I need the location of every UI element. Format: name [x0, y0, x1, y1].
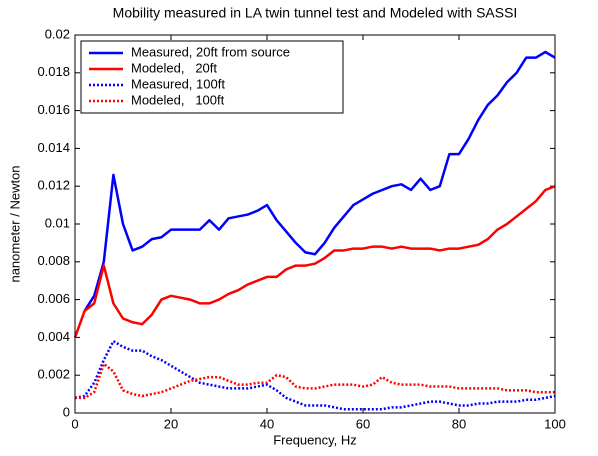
- x-tick-label: 100: [544, 416, 566, 431]
- axes-frame: [74, 34, 556, 414]
- legend-box: [80, 40, 344, 114]
- y-tick-label: 0.02: [45, 26, 70, 41]
- y-tick-label: 0.01: [45, 215, 70, 230]
- y-tick-label: 0.012: [37, 178, 70, 193]
- y-axis-label: nanometer / Newton: [7, 165, 22, 282]
- legend-label: Modeled, 20ft: [131, 60, 217, 75]
- x-tick-label: 0: [71, 416, 78, 431]
- chart-title: Mobility measured in LA twin tunnel test…: [113, 5, 518, 21]
- y-tick-label: 0.014: [37, 140, 70, 155]
- y-tick-label: 0.008: [37, 253, 70, 268]
- legend-label: Measured, 100ft: [131, 76, 225, 91]
- y-tick-label: 0: [63, 404, 70, 419]
- x-tick-label: 60: [356, 416, 370, 431]
- x-tick-label: 20: [164, 416, 178, 431]
- y-tick-label: 0.002: [37, 367, 70, 382]
- x-tick-label: 80: [452, 416, 466, 431]
- legend-label: Measured, 20ft from source: [131, 44, 290, 59]
- y-tick-label: 0.006: [37, 291, 70, 306]
- legend-label: Modeled, 100ft: [131, 92, 225, 107]
- y-tick-label: 0.018: [37, 64, 70, 79]
- y-tick-label: 0.004: [37, 329, 70, 344]
- x-axis-label: Frequency, Hz: [273, 432, 357, 447]
- series-line: [74, 339, 556, 411]
- x-tick-label: 40: [260, 416, 274, 431]
- series-line: [75, 362, 555, 400]
- y-tick-label: 0.016: [37, 102, 70, 117]
- series-line: [83, 50, 556, 312]
- series-line: [73, 185, 556, 338]
